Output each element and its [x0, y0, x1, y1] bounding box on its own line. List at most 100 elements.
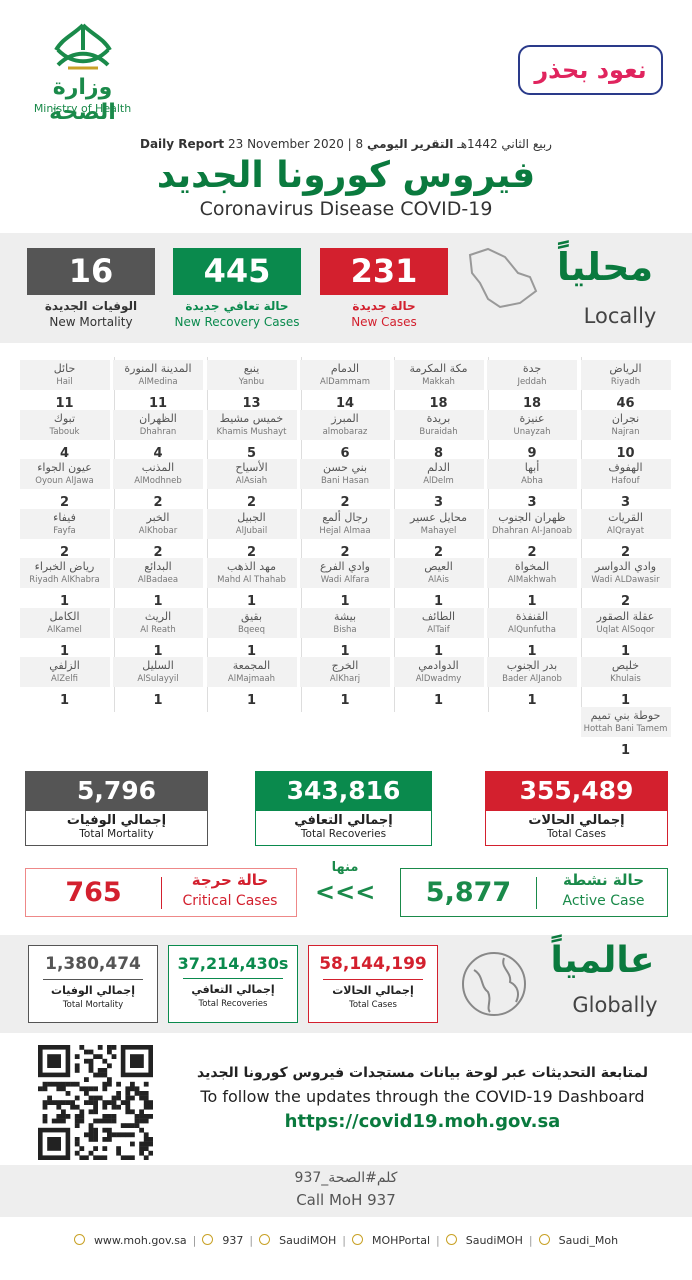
total-label-en: Total Mortality [79, 828, 154, 840]
city-name-box: رياض الخبراء Riyadh AlKhabra [19, 558, 110, 588]
city-name-en: Riyadh [610, 377, 641, 387]
city-name-box: الخبر AlKhobar [113, 508, 203, 539]
city-value: 2 [246, 495, 257, 510]
global-card: 58,144,199 إجمالي الحالات Total Cases [308, 945, 438, 1023]
city-name-ar: عنيزة [519, 411, 545, 425]
qr-module [111, 1104, 117, 1110]
qr-module [97, 1068, 103, 1073]
global-label-en: Total Cases [349, 1000, 397, 1010]
critical-value: 765 [65, 877, 122, 908]
qr-module [143, 1091, 149, 1096]
qr-module [130, 1132, 135, 1138]
qr-module [56, 1100, 62, 1105]
city-name-en: Dhahran [139, 426, 177, 437]
city-name-en: Hafouf [611, 476, 640, 486]
qr-module [61, 1100, 66, 1105]
qr-module [130, 1155, 135, 1160]
qr-module [79, 1109, 85, 1115]
qr-module [107, 1081, 112, 1087]
separator: | [528, 1234, 533, 1247]
ksa-map [468, 247, 538, 309]
city-value: 2 [340, 495, 350, 510]
qr-module [84, 1049, 89, 1055]
city-name-en: Al Reath [140, 624, 176, 635]
city-name-ar: خميس مشيط [219, 411, 284, 425]
city-value: 1 [153, 693, 163, 708]
city-name-en: Khulais [610, 674, 641, 684]
city-cell: رجال ألمع Hejal Almaa 2 [300, 508, 390, 560]
qr-module [38, 1086, 43, 1092]
city-name-en: AlQunfutha [508, 624, 556, 635]
city-cell: حائل Hail 11 [19, 360, 110, 411]
city-value: 2 [620, 594, 631, 609]
global-label-en: Total Mortality [62, 1000, 124, 1010]
city-cell: رياض الخبراء Riyadh AlKhabra 1 [19, 558, 110, 609]
city-name-en: Unayzah [513, 426, 551, 437]
qr-module [79, 1086, 85, 1092]
city-value: 4 [153, 445, 163, 461]
qr-module [139, 1109, 144, 1115]
qr-module [102, 1058, 108, 1064]
qr-module [107, 1137, 112, 1142]
city-name-box: الأسياح AlAsiah [206, 459, 297, 489]
qr-module [130, 1054, 144, 1068]
qr-module [51, 1100, 57, 1105]
city-name-ar: الجبيل [237, 510, 266, 524]
global-value: 58,144,199 [319, 954, 427, 974]
city-name-ar: عقلة الصقور [596, 609, 655, 623]
city-name-box: بني حسن Bani Hasan [300, 459, 390, 489]
dashboard-ar: لمتابعة التحديثات عبر لوحة بيانات مستجدا… [197, 1065, 648, 1081]
qr-module [134, 1114, 140, 1119]
city-name-box: حائل Hail [19, 360, 110, 390]
city-name-box: بدر الجنوب Bader AlJanob [487, 657, 577, 687]
city-value: 2 [59, 544, 70, 560]
total-card: إجمالي الوفيات Total Mortality [25, 811, 208, 846]
city-name-en: AlMakhwah [507, 575, 557, 585]
city-name-ar: الأسياح [235, 461, 268, 474]
qr-module [88, 1132, 94, 1138]
city-name-box: بريدة Buraidah [393, 409, 484, 440]
city-name-en: Wadi ALDawasir [591, 575, 660, 585]
city-cell: ظهران الجنوب Dhahran Al-Janoab 2 [487, 508, 577, 560]
report-en: Daily Report [140, 137, 225, 151]
qr-module [139, 1114, 144, 1119]
city-name-en: AlAsiah [235, 476, 268, 486]
qr-module [125, 1086, 131, 1092]
city-value: 1 [433, 643, 444, 659]
qr-module [79, 1146, 85, 1151]
city-name-en: Riyadh AlKhabra [29, 575, 100, 585]
qr-module [125, 1123, 131, 1128]
city-value: 2 [59, 495, 70, 510]
divider [536, 877, 537, 909]
qr-module [102, 1155, 108, 1160]
city-name-box: الدلم AlDelm [393, 459, 484, 489]
qr-module [116, 1095, 121, 1101]
ministry-ar: وزارة الصحة [49, 75, 116, 125]
qr-module [102, 1072, 108, 1078]
stat-label-ar: حالة تعافي جديدة [185, 299, 289, 313]
city-value: 5 [246, 445, 257, 461]
city-name-ar: مكة المكرمة [409, 362, 468, 375]
qr-module [42, 1086, 48, 1092]
city-cell: المخواة AlMakhwah 1 [487, 558, 577, 609]
city-name-ar: حائل [53, 362, 76, 375]
city-name-ar: ظهران الجنوب [498, 510, 566, 524]
city-name-box: المدينة المنورة AlMedina [113, 360, 203, 390]
city-value: 46 [616, 396, 635, 411]
city-name-ar: بني حسن [322, 461, 368, 474]
qr-module [93, 1054, 98, 1059]
qr-module [139, 1095, 144, 1101]
qr-module [139, 1141, 144, 1147]
qr-module [125, 1132, 131, 1138]
city-value: 2 [620, 544, 631, 560]
city-name-ar: المبرز [331, 411, 359, 425]
qr-module [97, 1118, 103, 1124]
qr-module [134, 1086, 140, 1092]
qr-module [111, 1054, 117, 1059]
qr-module [93, 1072, 98, 1078]
city-value: 1 [340, 594, 350, 609]
qr-module [74, 1068, 80, 1073]
city-name-box: القريات AlQrayat [580, 508, 671, 539]
qr-module [93, 1132, 98, 1138]
qr-module [56, 1104, 62, 1110]
